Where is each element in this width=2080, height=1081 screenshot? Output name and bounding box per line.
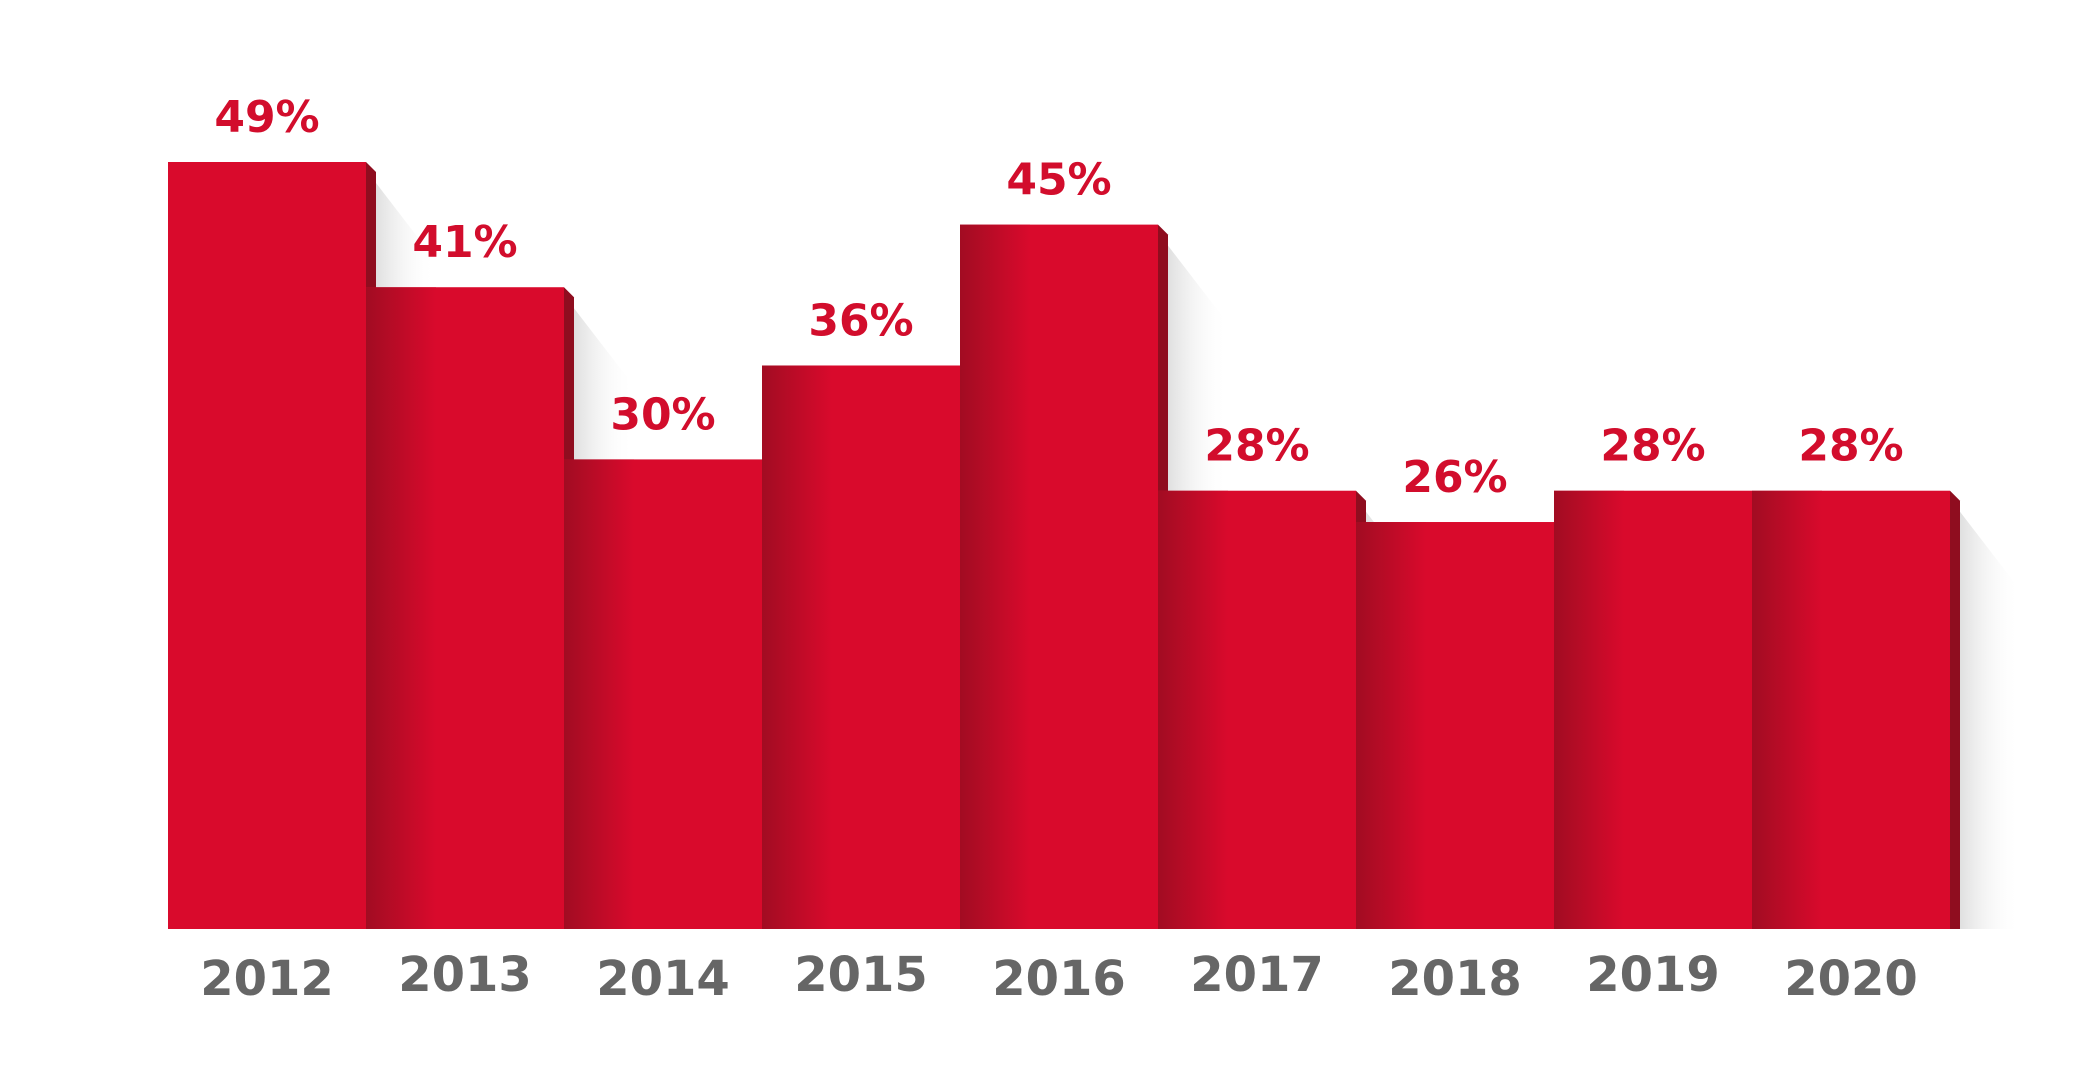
bar-depth-2013 (366, 287, 436, 929)
tick-label-2017: 2017 (1190, 947, 1324, 1003)
tick-label-2019: 2019 (1586, 947, 1720, 1003)
bar-side-2020 (1950, 490, 1960, 929)
value-labels: 49% 41% 30% 36% 45% 28% 26% 28% 28% (214, 92, 1903, 503)
bar-2012 (168, 162, 366, 929)
tick-label-2013: 2013 (398, 947, 532, 1003)
value-label-2019: 28% (1600, 421, 1705, 472)
bar-shadow-2020 (1950, 498, 2020, 929)
value-label-2014: 30% (610, 389, 715, 440)
tick-label-2015: 2015 (794, 947, 928, 1003)
bar-depth-2018 (1356, 522, 1426, 929)
x-axis-tick-labels: 2012 2013 2014 2015 2016 2017 2018 2019 2020 (200, 947, 1918, 1007)
bar-depth-2015 (762, 365, 832, 929)
value-label-2017: 28% (1204, 421, 1309, 472)
bar-depth-2020 (1752, 490, 1822, 929)
value-label-2020: 28% (1798, 421, 1903, 472)
bar-depth-2016 (960, 224, 1030, 929)
value-label-2018: 26% (1402, 452, 1507, 503)
value-label-2013: 41% (412, 217, 517, 268)
bar-depth-2017 (1158, 490, 1228, 929)
tick-label-2018: 2018 (1388, 951, 1522, 1007)
tick-label-2016: 2016 (992, 951, 1126, 1007)
bar-depth-2019 (1554, 490, 1624, 929)
bar-depth-2014 (564, 459, 634, 929)
value-label-2015: 36% (808, 295, 913, 346)
tick-label-2020: 2020 (1784, 951, 1918, 1007)
bars (168, 162, 1960, 929)
value-label-2016: 45% (1006, 155, 1111, 206)
value-label-2012: 49% (214, 92, 319, 143)
tick-label-2014: 2014 (596, 951, 730, 1007)
tick-label-2012: 2012 (200, 951, 334, 1007)
